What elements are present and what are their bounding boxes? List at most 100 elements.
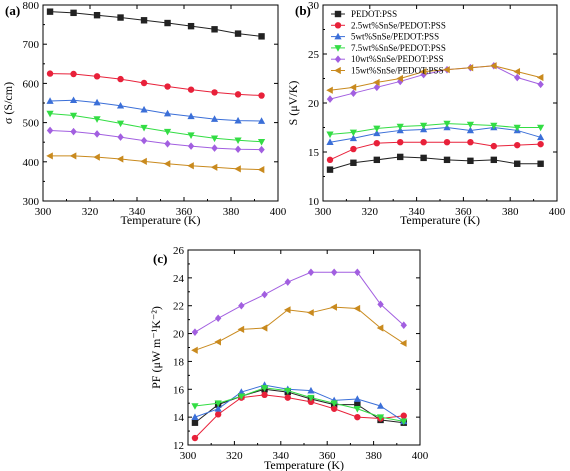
x-tick-label: 320 — [226, 450, 243, 462]
series-line — [194, 394, 404, 439]
series-line — [50, 73, 262, 97]
data-point — [326, 166, 334, 173]
data-point — [326, 138, 334, 145]
data-point — [490, 142, 498, 150]
data-point — [283, 306, 291, 314]
y-tick-label: 400 — [23, 157, 40, 169]
x-tick-label: 340 — [129, 206, 146, 218]
data-point — [257, 117, 266, 124]
y-axis-label: PF (μW m⁻¹K⁻²) — [149, 306, 163, 389]
chart-panel-3: 300 320 340 360 380 400 12 14 16 18 20 22 24 26 Temper… — [149, 245, 429, 471]
data-point — [237, 325, 245, 333]
y-tick-label: 800 — [23, 0, 40, 12]
data-point — [353, 395, 361, 402]
y-tick-label: 500 — [23, 118, 40, 130]
data-point — [46, 110, 54, 118]
data-point — [284, 278, 291, 286]
x-tick-label: 340 — [408, 206, 425, 218]
data-point — [210, 163, 218, 171]
data-point — [307, 394, 315, 402]
data-point — [93, 73, 101, 80]
series-1 — [191, 386, 407, 426]
data-point — [140, 79, 148, 87]
legend-entry: 7.5wt%SnSe/PEDOT:PSS — [351, 43, 446, 53]
data-point — [376, 324, 384, 332]
data-point — [237, 393, 245, 401]
chart-panel-2: 300 320 340 360 380 400 10 15 20 25 30 Temperature … — [286, 0, 566, 227]
x-tick-label: 340 — [273, 450, 290, 462]
data-point — [257, 166, 265, 174]
data-point — [420, 154, 427, 162]
data-point — [419, 68, 427, 76]
data-point — [376, 402, 385, 409]
legend-entry: 2.5wt%SnSe/PEDOT:PSS — [351, 20, 446, 30]
data-point — [237, 388, 245, 395]
series-5 — [46, 126, 265, 154]
y-tick-label: 15 — [308, 147, 320, 159]
data-point — [350, 159, 357, 166]
x-axis-label: Temperature (K) — [120, 213, 200, 227]
panel-label: (a) — [5, 3, 20, 18]
data-point — [307, 268, 315, 277]
data-point — [70, 127, 77, 136]
data-point — [513, 124, 521, 132]
data-point — [191, 413, 199, 420]
data-point — [164, 139, 171, 148]
data-point — [420, 122, 428, 130]
data-point — [187, 86, 195, 93]
data-point — [93, 98, 101, 106]
data-point — [117, 14, 124, 21]
data-point — [69, 152, 77, 160]
data-point — [258, 92, 265, 99]
data-point — [513, 68, 521, 76]
data-point — [187, 112, 195, 120]
data-point — [400, 321, 407, 330]
data-point — [284, 387, 292, 395]
series-3 — [46, 96, 266, 124]
chart-panel-1: 300 320 340 360 380 400 300 400 500 600 700 800 Temp… — [1, 0, 287, 227]
y-tick-label: 30 — [308, 0, 320, 12]
data-point — [260, 324, 268, 332]
data-point — [211, 89, 218, 96]
data-point — [163, 160, 171, 168]
data-point — [116, 101, 125, 109]
data-point — [490, 62, 497, 70]
data-point — [399, 339, 407, 347]
y-tick-label: 14 — [173, 412, 185, 424]
series-line — [329, 123, 541, 135]
legend-entry: 10wt%SnSe/PEDOT:PSS — [351, 54, 444, 64]
data-point — [467, 139, 474, 146]
data-point — [373, 83, 381, 92]
data-point — [537, 124, 545, 132]
y-tick-label: 24 — [173, 273, 185, 285]
data-point — [443, 156, 451, 164]
series-line — [194, 271, 405, 333]
data-point — [46, 70, 54, 77]
data-point — [354, 401, 361, 408]
data-point — [373, 129, 381, 137]
data-point — [350, 145, 357, 153]
data-point — [191, 419, 199, 426]
data-point — [211, 144, 218, 152]
series-6 — [46, 152, 265, 174]
data-point — [377, 300, 384, 309]
data-point — [400, 418, 408, 426]
data-point — [330, 400, 338, 408]
data-point — [260, 385, 269, 392]
y-tick-label: 26 — [173, 245, 185, 257]
data-point — [191, 403, 199, 410]
series-5 — [191, 268, 407, 336]
data-point — [234, 145, 242, 154]
data-point — [261, 391, 268, 399]
data-point — [443, 66, 450, 74]
series-line — [194, 384, 405, 422]
data-point — [214, 411, 222, 418]
series-line — [50, 11, 262, 37]
x-tick-label: 320 — [82, 206, 99, 218]
panel-label: (c) — [153, 251, 167, 266]
data-point — [187, 142, 195, 150]
x-axis-label: Temperature (K) — [264, 458, 344, 471]
data-point — [537, 160, 544, 167]
data-point — [191, 328, 199, 336]
